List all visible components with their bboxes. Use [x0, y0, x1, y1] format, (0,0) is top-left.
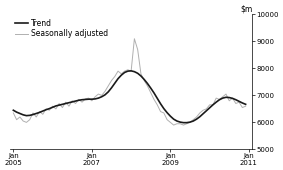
Seasonally adjusted — [231, 97, 234, 99]
Seasonally adjusted — [44, 108, 48, 110]
Line: Seasonally adjusted: Seasonally adjusted — [13, 39, 246, 125]
Seasonally adjusted — [90, 100, 94, 102]
Legend: Trend, Seasonally adjusted: Trend, Seasonally adjusted — [14, 18, 109, 39]
Trend — [90, 98, 94, 100]
Trend — [146, 82, 149, 84]
Seasonally adjusted — [172, 124, 175, 126]
Seasonally adjusted — [162, 112, 166, 114]
Seasonally adjusted — [12, 112, 15, 114]
Trend — [44, 109, 48, 111]
Trend — [231, 97, 234, 99]
Trend — [162, 108, 166, 110]
Line: Trend: Trend — [13, 71, 246, 123]
Seasonally adjusted — [244, 105, 247, 107]
Seasonally adjusted — [175, 123, 179, 125]
Trend — [172, 118, 175, 120]
Trend — [129, 70, 133, 72]
Text: $m: $m — [240, 4, 252, 13]
Seasonally adjusted — [133, 38, 136, 40]
Trend — [244, 103, 247, 105]
Seasonally adjusted — [146, 85, 149, 87]
Trend — [182, 122, 185, 124]
Trend — [12, 109, 15, 111]
